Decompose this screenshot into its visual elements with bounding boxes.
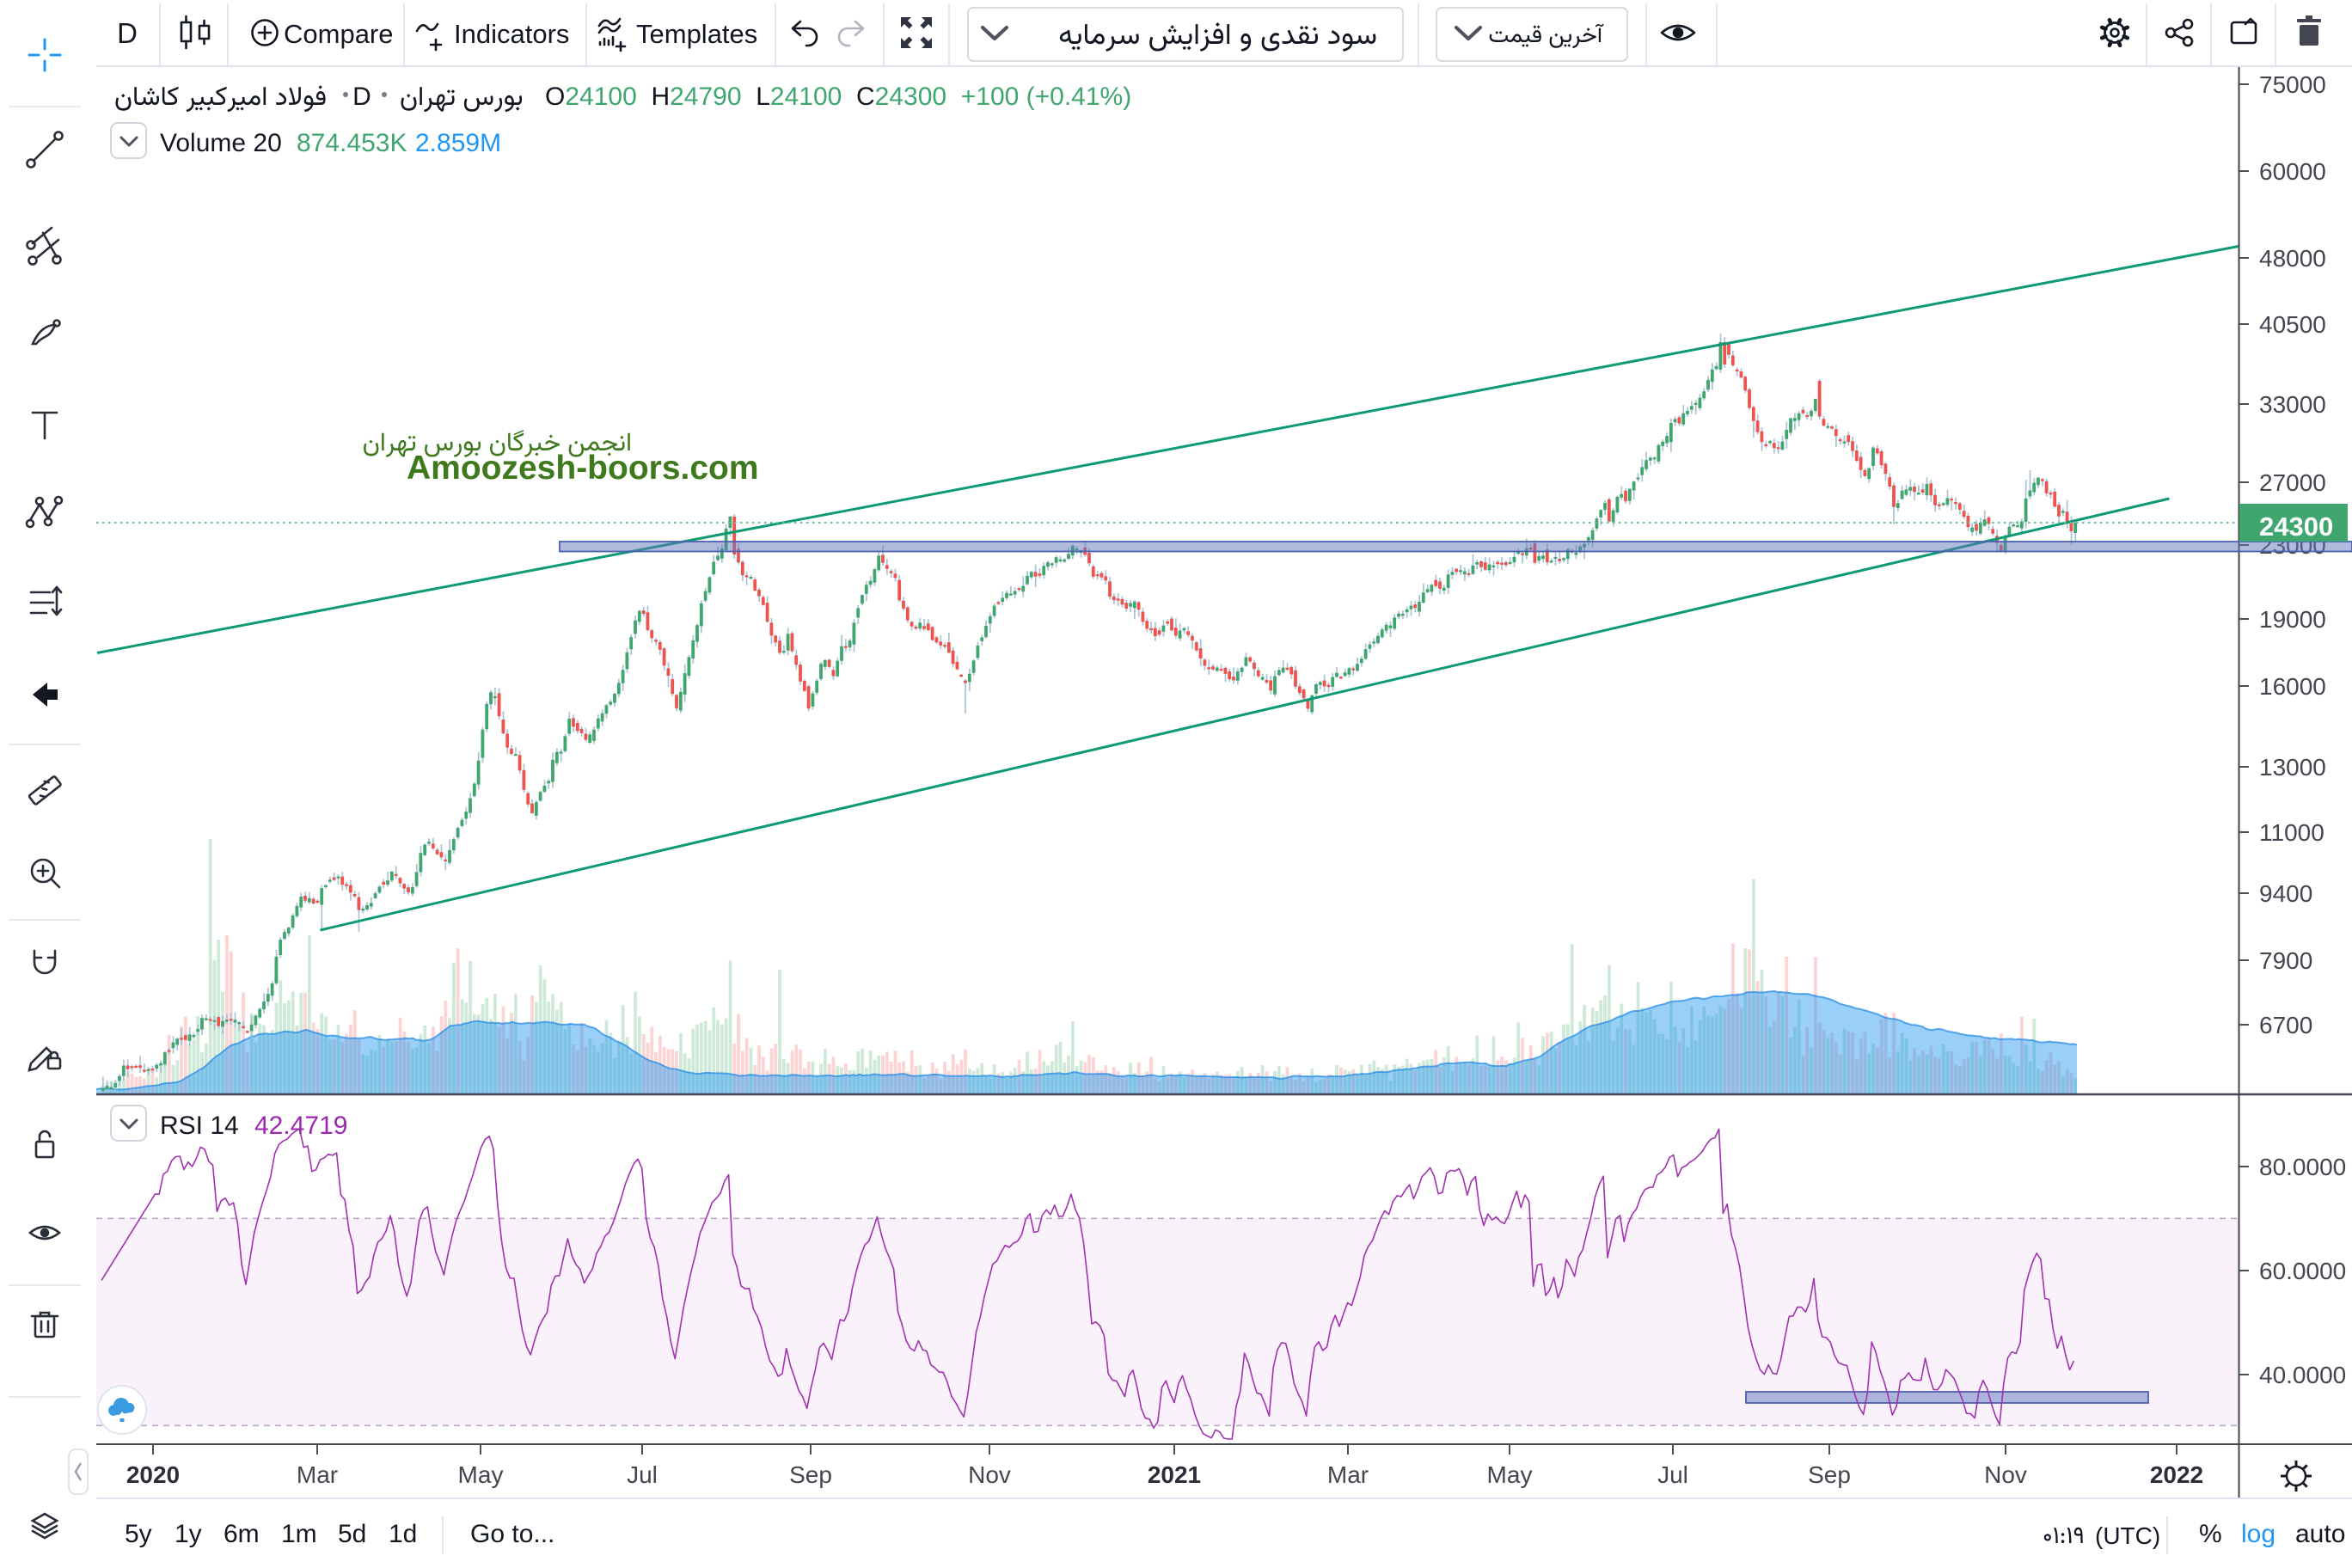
svg-text:Jul: Jul — [1657, 1461, 1688, 1488]
svg-text:80.0000: 80.0000 — [2259, 1154, 2346, 1180]
svg-text:2.859M: 2.859M — [415, 129, 501, 157]
svg-text:May: May — [1487, 1461, 1533, 1488]
svg-text:27000: 27000 — [2259, 469, 2326, 496]
svg-text:O24100 H24790 L24100 C24300: O24100 H24790 L24100 C24300 +100 (+0.41%… — [545, 83, 1131, 111]
svg-text:D: D — [352, 83, 371, 111]
svg-text:7900: 7900 — [2259, 947, 2312, 974]
svg-text:2020: 2020 — [126, 1461, 180, 1488]
svg-text:Mar: Mar — [1327, 1461, 1369, 1488]
svg-text:Amoozesh-boors.com: Amoozesh-boors.com — [407, 450, 759, 487]
svg-text:11000: 11000 — [2259, 819, 2324, 846]
svg-text:9400: 9400 — [2259, 880, 2312, 907]
svg-text:Compare: Compare — [284, 19, 394, 49]
svg-text:Volume 20: Volume 20 — [160, 129, 282, 157]
svg-text:Templates: Templates — [636, 19, 757, 49]
svg-text:Nov: Nov — [968, 1461, 1011, 1488]
svg-text:Indicators: Indicators — [454, 19, 569, 49]
svg-text:6700: 6700 — [2259, 1012, 2312, 1038]
svg-text:RSI 14: RSI 14 — [160, 1112, 239, 1140]
svg-text:24300: 24300 — [2259, 511, 2333, 542]
svg-text:40.0000: 40.0000 — [2259, 1362, 2346, 1388]
svg-text:16000: 16000 — [2259, 673, 2326, 700]
svg-text:Sep: Sep — [1808, 1461, 1851, 1488]
svg-text:(UTC): (UTC) — [2095, 1522, 2160, 1549]
svg-text:2022: 2022 — [2150, 1461, 2203, 1488]
svg-text:13000: 13000 — [2259, 754, 2326, 781]
svg-text:Jul: Jul — [627, 1461, 658, 1488]
svg-text:874.453K: 874.453K — [297, 129, 407, 157]
svg-text:60.0000: 60.0000 — [2259, 1258, 2346, 1284]
svg-text:19000: 19000 — [2259, 606, 2326, 633]
svg-text:75000: 75000 — [2259, 71, 2326, 98]
svg-text:May: May — [458, 1461, 504, 1488]
svg-text:Nov: Nov — [1984, 1461, 2027, 1488]
svg-text:60000: 60000 — [2259, 158, 2326, 185]
svg-text:40500: 40500 — [2259, 311, 2326, 338]
svg-text:33000: 33000 — [2259, 391, 2326, 418]
svg-text:Mar: Mar — [297, 1461, 338, 1488]
svg-text:D: D — [117, 17, 138, 49]
svg-text:42.4719: 42.4719 — [254, 1112, 347, 1140]
svg-text:Sep: Sep — [789, 1461, 832, 1488]
svg-text:2021: 2021 — [1148, 1461, 1201, 1488]
svg-text:48000: 48000 — [2259, 245, 2326, 272]
